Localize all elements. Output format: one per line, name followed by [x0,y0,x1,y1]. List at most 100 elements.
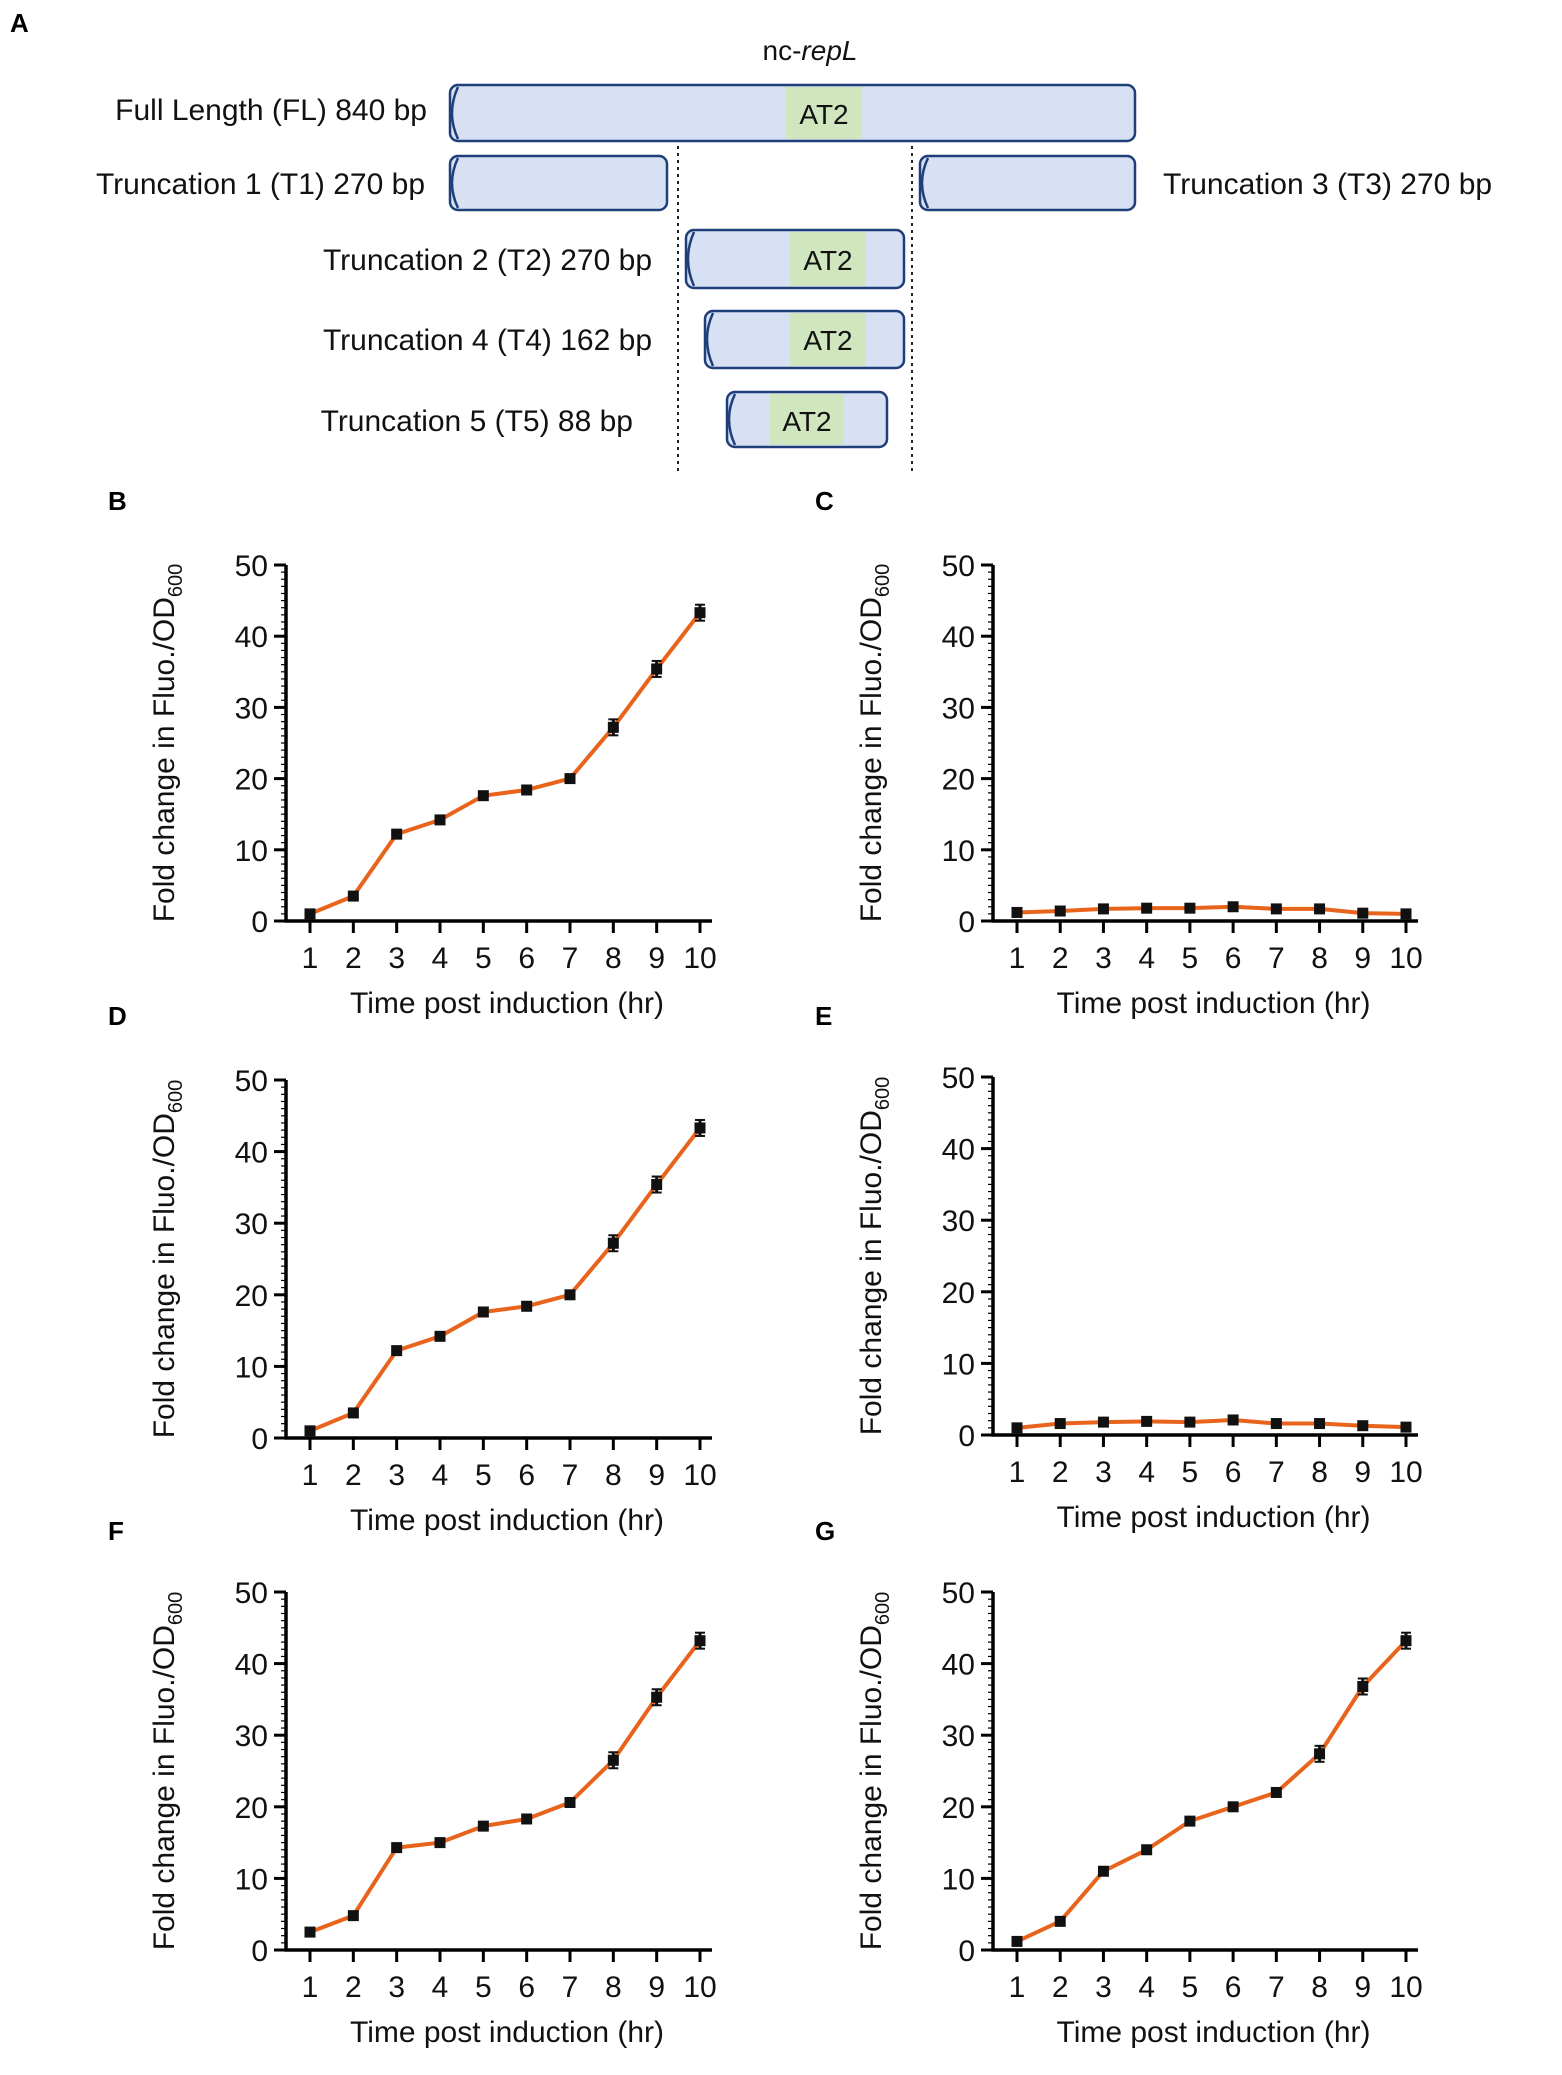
data-point [1357,1420,1369,1432]
y-tick-label: 30 [235,1720,268,1753]
y-tick-label: 50 [942,1577,975,1610]
construct-t2: AT2 Truncation 2 (T2) 270 bp [323,228,906,290]
data-point [1011,1422,1023,1434]
x-tick-label: 9 [1354,942,1371,975]
x-tick-label: 5 [1182,1456,1199,1489]
y-tick-label: 40 [942,1649,975,1682]
series-line [309,1639,702,1934]
data-point [1054,1915,1066,1927]
y-axis-label-main: Fold change in Fluo./OD [148,1113,181,1438]
y-tick-label: 40 [235,1649,268,1682]
y-axis-label: Fold change in Fluo./OD600 [855,1077,894,1436]
x-tick-label: 2 [1052,942,1069,975]
x-tick-label: 4 [1138,1971,1155,2004]
x-axis-label: Time post induction (hr) [1056,2016,1370,2049]
x-tick-label: 6 [518,1459,535,1492]
x-tick-label: 2 [345,942,362,975]
data-point [564,1289,576,1301]
data-point [391,1842,403,1854]
chart-panel-e: E 0 10 20 30 40 50 1 2 3 4 5 6 7 8 9 10 Time post inducti… [815,1001,1423,1534]
x-axis-label: Time post induction (hr) [350,2016,664,2049]
data-point [1141,1844,1153,1856]
y-tick-label: 0 [251,906,268,939]
at2-region [790,232,866,286]
x-tick-label: 9 [648,1459,665,1492]
x-tick-label: 8 [605,942,622,975]
x-tick-label: 8 [605,1971,622,2004]
y-tick-label: 50 [235,550,268,583]
x-tick-label: 8 [1311,1456,1328,1489]
data-point [1357,907,1369,919]
data-point [477,1820,489,1832]
data-point [1141,1415,1153,1427]
panel-letter-g: G [815,1516,835,1546]
y-axis-label-subscript: 600 [165,1592,187,1625]
construct-t1: Truncation 1 (T1) 270 bp [96,154,669,212]
x-tick-label: 8 [1311,942,1328,975]
y-axis-label-main: Fold change in Fluo./OD [148,1625,181,1950]
panel-letter-f: F [108,1516,124,1546]
construct-bar [448,154,669,212]
x-tick-label: 1 [302,1459,319,1492]
x-tick-label: 6 [518,942,535,975]
series-line [1016,1417,1407,1430]
x-tick-label: 2 [345,1971,362,2004]
panel-a-diagram: A nc-repL AT2 Full Length (FL) 840 bp Tr… [10,8,1492,475]
y-axis-label: Fold change in Fluo./OD600 [148,1592,187,1951]
x-tick-label: 3 [388,1459,405,1492]
x-tick-label: 8 [605,1459,622,1492]
data-point [1054,905,1066,917]
y-tick-label: 40 [942,1134,975,1167]
y-tick-label: 30 [942,1720,975,1753]
panel-letter-c: C [815,486,834,516]
gene-label-prefix: nc- [763,35,802,66]
y-tick-label: 10 [235,1863,268,1896]
data-point [564,773,576,785]
x-tick-label: 7 [1268,942,1285,975]
gene-label: nc-repL [763,35,858,66]
data-point [1400,1421,1412,1433]
construct-label-t2: Truncation 2 (T2) 270 bp [323,244,652,277]
x-tick-label: 7 [1268,1971,1285,2004]
x-tick-label: 10 [1389,1971,1422,2004]
x-tick-label: 10 [1389,942,1422,975]
x-tick-label: 4 [432,1459,449,1492]
x-tick-label: 7 [562,1459,579,1492]
x-tick-label: 3 [388,942,405,975]
at2-label: AT2 [782,406,831,437]
data-point [1011,906,1023,918]
x-tick-label: 6 [1225,1971,1242,2004]
at2-region [790,313,866,366]
y-tick-label: 20 [235,1792,268,1825]
construct-label-t3: Truncation 3 (T3) 270 bp [1163,168,1492,201]
data-point [1227,1414,1239,1426]
y-tick-label: 30 [235,1208,268,1241]
at2-label: AT2 [799,99,848,130]
x-tick-label: 4 [1138,942,1155,975]
y-tick-label: 30 [235,692,268,725]
series-line [309,611,702,916]
x-tick-label: 3 [1095,942,1112,975]
data-point [1184,1815,1196,1827]
y-tick-label: 40 [235,1137,268,1170]
construct-label-t1: Truncation 1 (T1) 270 bp [96,168,425,201]
data-point [564,1797,576,1809]
y-tick-label: 10 [942,1863,975,1896]
data-point [347,890,359,902]
x-tick-label: 7 [562,1971,579,2004]
y-tick-label: 50 [235,1065,268,1098]
gene-label-italic: repL [801,35,857,66]
data-point [1097,1865,1109,1877]
chart-panel-g: G 0 10 20 30 40 50 1 2 3 4 5 6 7 8 9 10 Time post inducti… [815,1516,1423,2049]
data-point [1097,903,1109,915]
data-point [1184,902,1196,914]
data-point [477,790,489,802]
y-tick-label: 10 [235,1351,268,1384]
y-axis-label-subscript: 600 [872,564,894,597]
x-tick-label: 2 [1052,1971,1069,2004]
construct-label-fl: Full Length (FL) 840 bp [115,94,427,127]
data-point [347,1910,359,1922]
x-tick-label: 10 [683,942,716,975]
data-point [434,814,446,826]
